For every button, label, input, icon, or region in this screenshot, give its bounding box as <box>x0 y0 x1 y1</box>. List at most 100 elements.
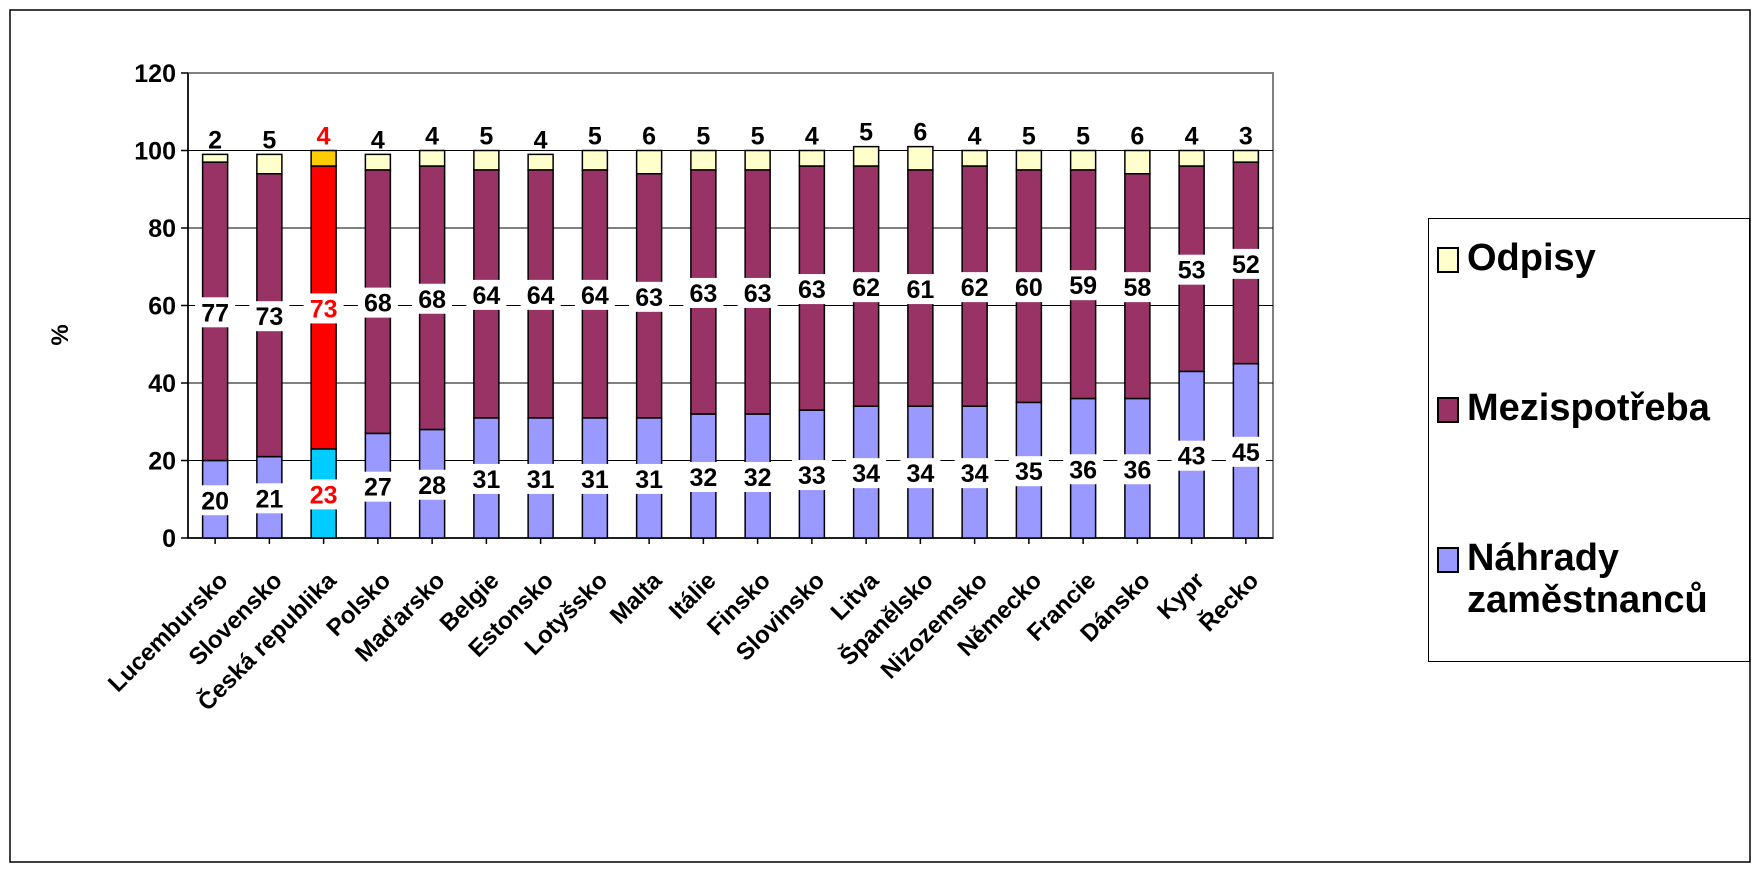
data-label-background <box>195 297 236 328</box>
data-label: 5 <box>479 123 493 151</box>
data-label: 64 <box>527 282 555 310</box>
data-label: 4 <box>805 123 819 151</box>
data-label: 6 <box>913 119 927 147</box>
data-label: 31 <box>472 466 500 494</box>
data-label-background <box>466 463 507 494</box>
bar-segment <box>1232 149 1260 163</box>
data-label: 63 <box>744 280 772 308</box>
bar-segment <box>798 149 826 167</box>
data-label-background <box>900 458 941 489</box>
data-label-background <box>737 462 778 492</box>
bar-segment <box>527 153 554 171</box>
data-label-background <box>1225 248 1266 279</box>
data-label: 36 <box>1123 456 1151 484</box>
bar-segment <box>1178 149 1205 167</box>
legend-label-mezispotreba: Mezispotřeba <box>1467 387 1710 429</box>
data-label: 62 <box>852 274 880 302</box>
data-label: 32 <box>744 464 772 492</box>
legend: Odpisy Mezispotřeba Náhrady zaměstnanců <box>1428 218 1750 662</box>
data-label: 34 <box>906 460 934 488</box>
data-label: 33 <box>798 462 826 490</box>
data-label-background <box>249 483 290 514</box>
bar-segment <box>635 149 663 175</box>
y-tick-label: 0 <box>162 525 176 553</box>
data-label: 31 <box>635 466 663 494</box>
legend-item-mezispotreba: Mezispotřeba <box>1437 387 1710 429</box>
data-label-background <box>303 479 344 510</box>
data-label: 36 <box>1069 456 1097 484</box>
data-label: 6 <box>642 123 656 151</box>
data-label-background <box>574 279 615 310</box>
data-label-background <box>1008 272 1049 303</box>
data-label: 27 <box>364 474 392 502</box>
data-label: 68 <box>418 286 446 314</box>
data-label: 63 <box>635 284 663 312</box>
bar-segment <box>852 145 880 167</box>
data-label: 21 <box>255 485 283 513</box>
data-label-background <box>791 274 832 305</box>
legend-swatch-nahrady <box>1437 547 1459 573</box>
data-label: 60 <box>1015 274 1043 302</box>
bar-segment <box>1015 149 1043 171</box>
data-label-background <box>737 277 778 308</box>
legend-item-odpisy: Odpisy <box>1437 237 1596 279</box>
data-label: 63 <box>689 280 717 308</box>
data-label: 52 <box>1232 251 1260 279</box>
data-label-background <box>1225 436 1266 467</box>
data-label-background <box>412 469 453 500</box>
data-label: 43 <box>1178 443 1206 471</box>
data-label: 34 <box>961 460 989 488</box>
data-label: 5 <box>1076 123 1090 151</box>
data-label-background <box>1171 440 1212 471</box>
y-tick-label: 40 <box>148 370 176 398</box>
bar-segment <box>201 153 229 163</box>
bar-segment <box>690 149 717 171</box>
y-tick-label: 60 <box>148 293 176 321</box>
bar-segment <box>473 149 500 171</box>
y-tick-label: 120 <box>134 60 176 88</box>
data-label: 31 <box>527 466 555 494</box>
bar-segment <box>581 149 609 171</box>
data-label-background <box>846 458 887 489</box>
data-label: 64 <box>472 282 500 310</box>
data-label-background <box>846 272 887 303</box>
data-label: 3 <box>1239 123 1253 151</box>
data-label-background <box>629 463 670 494</box>
data-label-background <box>520 463 561 494</box>
data-label: 4 <box>371 126 385 154</box>
data-label: 4 <box>968 123 982 151</box>
data-label-background <box>249 301 290 332</box>
data-label: 28 <box>418 472 446 500</box>
data-label-background <box>791 460 832 491</box>
bar-segment <box>418 149 446 167</box>
data-label: 2 <box>208 126 222 154</box>
bar-segment <box>310 149 337 167</box>
data-label-background <box>954 272 995 303</box>
data-label-background <box>195 485 236 516</box>
data-label: 5 <box>1022 123 1036 151</box>
bar-segment <box>744 149 771 171</box>
data-label: 20 <box>201 487 229 515</box>
data-label: 68 <box>364 290 392 318</box>
data-label-background <box>466 279 507 310</box>
data-label: 5 <box>262 126 276 154</box>
data-label: 5 <box>751 123 765 151</box>
data-label: 35 <box>1015 458 1043 486</box>
data-label-background <box>357 287 398 318</box>
bar-segment <box>256 153 283 175</box>
legend-label-nahrady: Náhrady zaměstnanců <box>1467 537 1708 621</box>
data-label-background <box>1063 270 1104 301</box>
data-label: 73 <box>310 295 338 323</box>
data-label-background <box>629 281 670 312</box>
data-label-background <box>412 283 453 314</box>
data-label-background <box>574 463 615 494</box>
data-label-background <box>1171 254 1212 285</box>
data-label-background <box>357 471 398 502</box>
data-label-background <box>520 279 561 310</box>
legend-label-odpisy: Odpisy <box>1467 237 1596 279</box>
legend-item-nahrady: Náhrady zaměstnanců <box>1437 537 1747 621</box>
data-label: 58 <box>1123 274 1151 302</box>
data-label-background <box>1117 454 1158 485</box>
data-label: 23 <box>310 481 338 509</box>
data-label-background <box>1008 456 1049 487</box>
